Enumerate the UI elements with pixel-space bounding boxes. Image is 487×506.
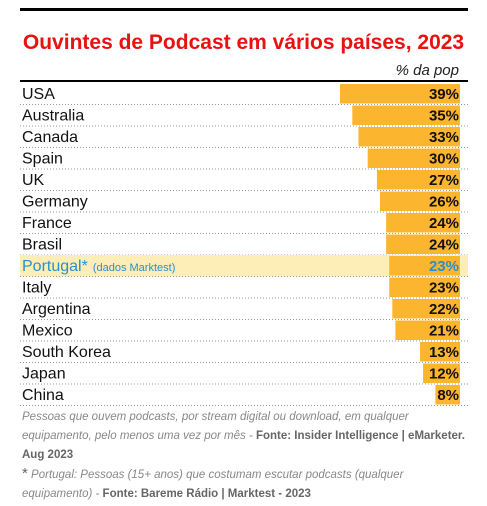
highlight-row-portugal (20, 255, 468, 277)
category-label-spain: Spain (22, 151, 63, 168)
value-label-uk: 27% (429, 172, 459, 189)
footnote-2-source: Fonte: Bareme Rádio | Marktest - 2023 (102, 488, 311, 500)
bar-argentina (392, 299, 460, 319)
category-label-brasil: Brasil (22, 237, 62, 254)
category-label-germany: Germany (22, 194, 88, 211)
value-label-mexico: 21% (429, 323, 459, 340)
footnote-2-star: * (22, 465, 28, 482)
value-label-germany: 26% (429, 194, 459, 211)
bar-spain (367, 148, 460, 168)
category-label-south-korea: South Korea (22, 344, 111, 361)
category-label-australia: Australia (22, 108, 84, 125)
bar-usa (340, 84, 460, 104)
bar-japan (423, 363, 460, 383)
value-label-japan: 12% (429, 366, 459, 383)
footnote-1-source: Fonte: Insider Intelligence | eMarketer.… (22, 430, 465, 461)
category-label-argentina: Argentina (22, 301, 91, 318)
highlight-sublabel: (dados Marktest) (93, 262, 176, 274)
bar-canada (358, 127, 460, 147)
bar-uk (376, 170, 460, 190)
footnote-1: Pessoas que ouvem podcasts, por stream d… (22, 408, 467, 465)
bar-australia (352, 105, 460, 125)
category-label-japan: Japan (22, 366, 66, 383)
bar-chart: USA 39% Australia 35% Canada 33% Spain 30% UK 27%… (20, 84, 468, 406)
value-label-australia: 35% (429, 108, 459, 125)
footnote-2-text: Portugal: Pessoas (15+ anos) que costuma… (22, 469, 404, 500)
category-label-mexico: Mexico (22, 323, 73, 340)
value-label-spain: 30% (429, 151, 459, 168)
category-label-france: France (22, 215, 72, 232)
unit-label: % da pop (395, 62, 459, 79)
category-label-italy: Italy (22, 280, 51, 297)
top-rule (20, 8, 468, 11)
category-label-usa: USA (22, 86, 55, 103)
header-rule (20, 80, 468, 82)
value-label-china: 8% (437, 387, 459, 404)
value-label-south-korea: 13% (429, 344, 459, 361)
value-label-italy: 23% (429, 280, 459, 297)
category-label-uk: UK (22, 172, 45, 189)
value-label-argentina: 22% (429, 301, 459, 318)
value-label-canada: 33% (429, 129, 459, 146)
bar-china (435, 385, 460, 405)
category-label-portugal: Portugal* (dados Marktest) (22, 258, 175, 275)
category-label-china: China (22, 387, 64, 404)
bar-germany (380, 191, 460, 211)
bar-france (386, 213, 460, 233)
footnote-1-text: Pessoas que ouvem podcasts, por stream d… (22, 411, 409, 442)
bar-italy (389, 277, 460, 297)
category-label-canada: Canada (22, 129, 78, 146)
value-label-brasil: 24% (429, 237, 459, 254)
value-label-portugal: 23% (429, 258, 459, 275)
value-label-france: 24% (429, 215, 459, 232)
bar-brasil (386, 234, 460, 254)
chart-title: Ouvintes de Podcast em vários países, 20… (22, 31, 465, 54)
value-label-usa: 39% (429, 86, 459, 103)
bar-mexico (395, 320, 460, 340)
bar-south-korea (420, 342, 460, 362)
footnote-2: * Portugal: Pessoas (15+ anos) que costu… (22, 464, 467, 504)
bar-portugal (389, 256, 460, 276)
